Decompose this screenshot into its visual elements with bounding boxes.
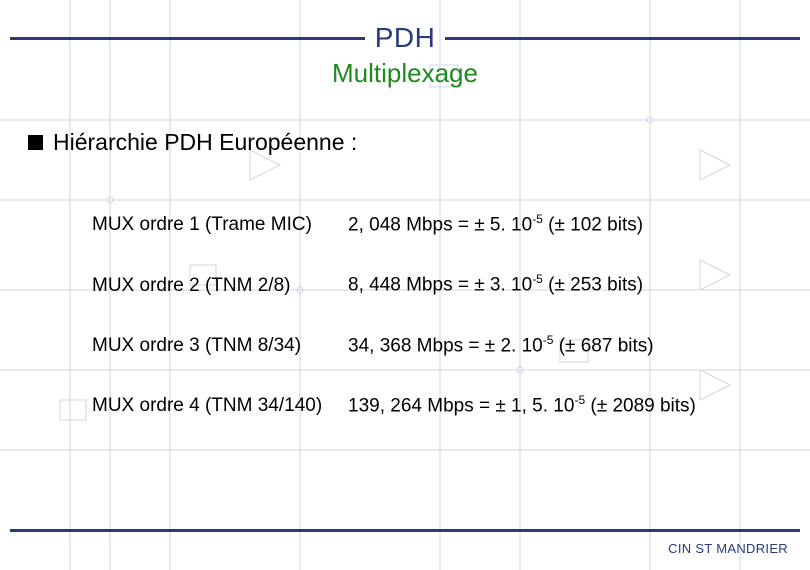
- page-subtitle: Multiplexage: [332, 58, 478, 88]
- subtitle-row: Multiplexage: [0, 58, 810, 89]
- rate-exponent: -5: [543, 333, 554, 347]
- header: PDH Multiplexage: [0, 0, 810, 89]
- rate-exponent: -5: [574, 393, 585, 407]
- mux-label: MUX ordre 1 (Trame MIC): [92, 214, 348, 236]
- mux-label: MUX ordre 2 (TNM 2/8): [92, 275, 348, 297]
- title-rule-right: [445, 37, 800, 40]
- table-row: MUX ordre 2 (TNM 2/8) 8, 448 Mbps = ± 3.…: [92, 272, 810, 296]
- mux-label: MUX ordre 4 (TNM 34/140): [92, 395, 348, 417]
- mux-rate: 139, 264 Mbps = ± 1, 5. 10-5 (± 2089 bit…: [348, 393, 696, 417]
- title-rule-left: [10, 37, 365, 40]
- rate-prefix: 8, 448 Mbps = ± 3. 10: [348, 275, 532, 296]
- rate-suffix: (± 253 bits): [543, 275, 643, 296]
- rate-prefix: 139, 264 Mbps = ± 1, 5. 10: [348, 395, 574, 416]
- rate-suffix: (± 2089 bits): [585, 395, 696, 416]
- section-heading: Hiérarchie PDH Européenne :: [28, 129, 810, 156]
- section-heading-text: Hiérarchie PDH Européenne :: [53, 129, 357, 156]
- bullet-square-icon: [28, 135, 43, 150]
- table-row: MUX ordre 3 (TNM 8/34) 34, 368 Mbps = ± …: [92, 333, 810, 357]
- mux-label: MUX ordre 3 (TNM 8/34): [92, 335, 348, 357]
- page-title: PDH: [365, 22, 446, 54]
- mux-rate: 8, 448 Mbps = ± 3. 10-5 (± 253 bits): [348, 272, 643, 296]
- table-row: MUX ordre 1 (Trame MIC) 2, 048 Mbps = ± …: [92, 212, 810, 236]
- mux-table: MUX ordre 1 (Trame MIC) 2, 048 Mbps = ± …: [92, 212, 810, 417]
- rate-suffix: (± 102 bits): [543, 214, 643, 235]
- title-row: PDH: [10, 22, 800, 54]
- footer-text: CIN ST MANDRIER: [668, 541, 788, 556]
- table-row: MUX ordre 4 (TNM 34/140) 139, 264 Mbps =…: [92, 393, 810, 417]
- mux-rate: 34, 368 Mbps = ± 2. 10-5 (± 687 bits): [348, 333, 654, 357]
- rate-prefix: 34, 368 Mbps = ± 2. 10: [348, 335, 543, 356]
- rate-prefix: 2, 048 Mbps = ± 5. 10: [348, 214, 532, 235]
- rate-exponent: -5: [532, 212, 543, 226]
- slide: PDH Multiplexage Hiérarchie PDH Européen…: [0, 0, 810, 570]
- rate-suffix: (± 687 bits): [553, 335, 653, 356]
- mux-rate: 2, 048 Mbps = ± 5. 10-5 (± 102 bits): [348, 212, 643, 236]
- rate-exponent: -5: [532, 272, 543, 286]
- footer-rule: [10, 529, 800, 532]
